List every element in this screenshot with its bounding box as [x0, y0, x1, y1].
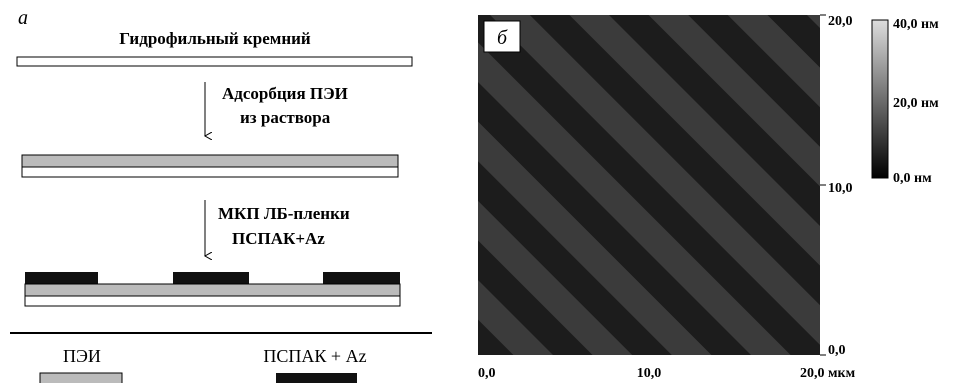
- legend-swatch: [276, 373, 357, 383]
- lb-stripe: [323, 272, 400, 284]
- axis-label: 20,0: [828, 14, 853, 29]
- colorbar-label: 20,0 нм: [893, 96, 939, 111]
- colorbar: [872, 20, 888, 178]
- colorbar-label: 40,0 нм: [893, 17, 939, 32]
- step-text: Адсорбция ПЭИ: [222, 84, 348, 103]
- silicon-layer: [17, 57, 412, 66]
- lb-stripe: [173, 272, 249, 284]
- silicon-layer: [25, 296, 400, 306]
- axis-label: 10,0: [637, 366, 662, 381]
- axis-label: 0,0: [828, 343, 846, 358]
- legend-label: ПСПАК + Az: [263, 346, 366, 366]
- step-title: Гидрофильный кремний: [119, 29, 311, 48]
- pei-layer: [25, 284, 400, 296]
- panel-label: а: [18, 7, 28, 29]
- silicon-layer: [22, 167, 398, 177]
- pei-layer: [22, 155, 398, 167]
- legend-label: ПЭИ: [63, 346, 101, 366]
- legend-swatch: [40, 373, 122, 383]
- axis-label: 0,0: [478, 366, 496, 381]
- afm-image: [478, 15, 820, 355]
- panel-label: б: [497, 27, 508, 49]
- figure: а Гидрофильный кремний Адсорбция ПЭИ из …: [0, 0, 957, 383]
- step-text: МКП ЛБ-пленки: [218, 204, 350, 223]
- axis-label: 20,0 мкм: [800, 366, 856, 381]
- step-text: из раствора: [240, 108, 331, 127]
- step-text: ПСПАК+Az: [232, 229, 325, 248]
- lb-stripe: [25, 272, 98, 284]
- axis-label: 10,0: [828, 181, 853, 196]
- colorbar-label: 0,0 нм: [893, 171, 932, 186]
